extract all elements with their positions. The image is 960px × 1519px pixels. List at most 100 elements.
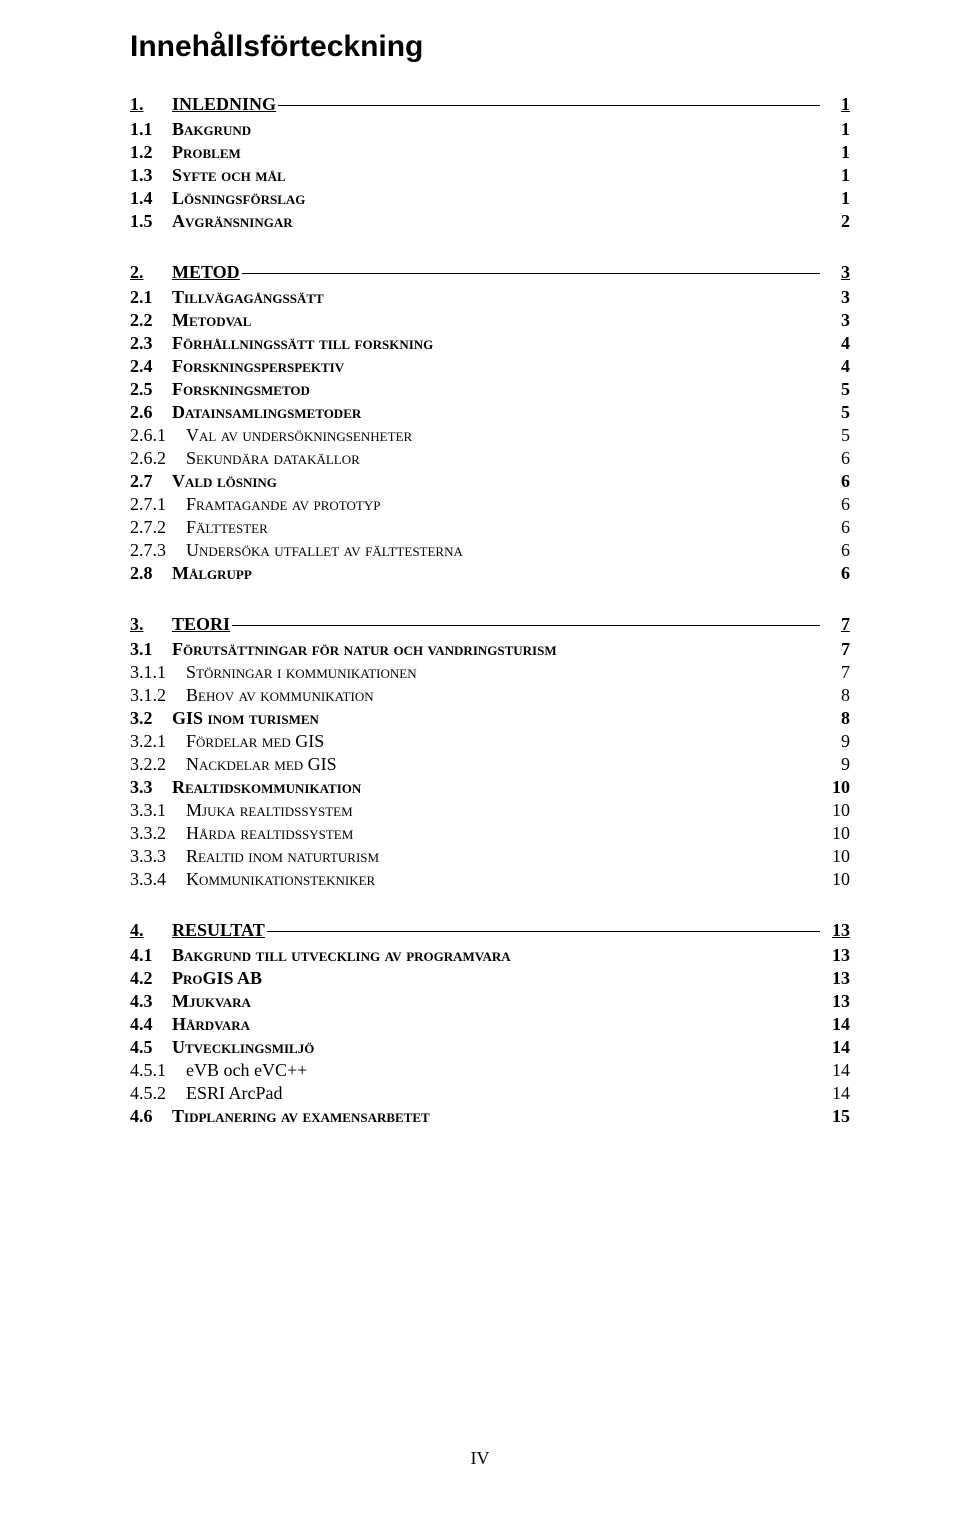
toc-entry-number: 1.5 [130, 211, 172, 232]
toc-entry-page: 10 [822, 869, 850, 890]
toc-entry-page: 8 [822, 708, 850, 729]
toc-entry-page: 10 [822, 800, 850, 821]
toc-container: 1.INLEDNING11.1Bakgrund11.2Problem11.3Sy… [130, 94, 850, 1127]
toc-entry-label: 3.TEORI [130, 614, 230, 635]
toc-entry-text: ProGIS AB [172, 968, 262, 989]
toc-entry: 4.3Mjukvara 13 [130, 991, 850, 1012]
toc-entry-number: 2.7.1 [130, 494, 186, 515]
toc-entry-number: 2.7.3 [130, 540, 186, 561]
toc-entry: 3.2.1Fördelar med GIS 9 [130, 731, 850, 752]
toc-entry: 1.3Syfte och mål1 [130, 165, 850, 186]
toc-entry: 2.7.2Fälttester6 [130, 517, 850, 538]
toc-entry-page: 10 [822, 777, 850, 798]
toc-entry-text: Realtidskommunikation [172, 777, 361, 798]
toc-entry-text: Syfte och mål [172, 165, 286, 186]
toc-entry-number: 1.4 [130, 188, 172, 209]
toc-entry-text: RESULTAT [172, 920, 265, 940]
toc-entry-page: 13 [822, 968, 850, 989]
toc-page: Innehållsförteckning 1.INLEDNING11.1Bakg… [0, 0, 960, 1519]
toc-entry-page: 9 [822, 731, 850, 752]
toc-entry-text: Nackdelar med GIS [186, 754, 337, 775]
toc-entry-number: 2.6.1 [130, 425, 186, 446]
toc-entry: 2.7Vald lösning6 [130, 471, 850, 492]
toc-entry-number: 4. [130, 920, 172, 941]
toc-entry-number: 4.1 [130, 945, 172, 966]
toc-entry: 2.METOD3 [130, 262, 850, 283]
toc-entry: 1.1Bakgrund1 [130, 119, 850, 140]
toc-entry-number: 3.2.1 [130, 731, 186, 752]
page-title: Innehållsförteckning [130, 30, 850, 64]
toc-entry: 1.5Avgränsningar2 [130, 211, 850, 232]
toc-entry-page: 9 [822, 754, 850, 775]
toc-entry-number: 2.3 [130, 333, 172, 354]
toc-entry-page: 14 [822, 1014, 850, 1035]
toc-entry-text: Bakgrund till utveckling av programvara [172, 945, 511, 966]
toc-entry-text: Fördelar med GIS [186, 731, 324, 752]
toc-entry-text: Sekundära datakällor [186, 448, 360, 469]
toc-entry-number: 3.1.1 [130, 662, 186, 683]
toc-leader-line [278, 105, 820, 106]
toc-entry: 2.3Förhållningssätt till forskning4 [130, 333, 850, 354]
toc-entry: 4.1Bakgrund till utveckling av programva… [130, 945, 850, 966]
toc-entry-text: Bakgrund [172, 119, 251, 140]
toc-entry-page: 5 [822, 425, 850, 446]
toc-entry-label: 2.METOD [130, 262, 240, 283]
toc-entry: 3.TEORI 7 [130, 614, 850, 635]
toc-entry-text: Mjuka realtidssystem [186, 800, 353, 821]
toc-entry-text: Datainsamlingsmetoder [172, 402, 361, 423]
toc-entry-page: 1 [822, 94, 850, 115]
toc-entry-page: 14 [822, 1037, 850, 1058]
toc-entry: 2.2Metodval3 [130, 310, 850, 331]
toc-entry-number: 4.6 [130, 1106, 172, 1127]
toc-entry-page: 13 [822, 991, 850, 1012]
toc-entry: 2.7.1Framtagande av prototyp 6 [130, 494, 850, 515]
toc-entry-text: Tillvägagångssätt [172, 287, 324, 308]
toc-entry: 2.7.3Undersöka utfallet av fälttesterna6 [130, 540, 850, 561]
toc-entry: 2.6.1Val av undersökningsenheter 5 [130, 425, 850, 446]
toc-entry-text: Realtid inom naturturism [186, 846, 379, 867]
toc-entry: 2.1Tillvägagångssätt3 [130, 287, 850, 308]
toc-leader-line [232, 625, 820, 626]
toc-entry-text: Vald lösning [172, 471, 277, 492]
toc-entry-number: 4.2 [130, 968, 172, 989]
toc-entry-page: 1 [822, 188, 850, 209]
toc-entry-number: 4.4 [130, 1014, 172, 1035]
toc-entry-number: 2.4 [130, 356, 172, 377]
toc-entry: 2.8Målgrupp6 [130, 563, 850, 584]
toc-entry-page: 7 [822, 639, 850, 660]
toc-entry-page: 6 [822, 517, 850, 538]
toc-entry-number: 1.2 [130, 142, 172, 163]
toc-entry-page: 6 [822, 448, 850, 469]
toc-entry: 4.RESULTAT13 [130, 920, 850, 941]
toc-entry-number: 3.2.2 [130, 754, 186, 775]
toc-entry-number: 2.5 [130, 379, 172, 400]
toc-entry-page: 5 [822, 379, 850, 400]
toc-entry-number: 3.1.2 [130, 685, 186, 706]
toc-entry-page: 6 [822, 494, 850, 515]
toc-entry-label: 4.RESULTAT [130, 920, 265, 941]
toc-entry-page: 2 [822, 211, 850, 232]
toc-entry: 3.1Förutsättningar för natur och vandrin… [130, 639, 850, 660]
toc-entry: 3.1.1Störningar i kommunikationen7 [130, 662, 850, 683]
toc-entry-page: 10 [822, 823, 850, 844]
toc-entry: 4.4Hårdvara14 [130, 1014, 850, 1035]
toc-entry-text: Problem [172, 142, 241, 163]
toc-entry: 3.2.2Nackdelar med GIS 9 [130, 754, 850, 775]
toc-entry-text: TEORI [172, 614, 230, 634]
toc-entry-text: Mjukvara [172, 991, 251, 1012]
toc-entry-number: 1.3 [130, 165, 172, 186]
toc-entry-number: 3.1 [130, 639, 172, 660]
toc-entry-text: Val av undersökningsenheter [186, 425, 412, 446]
toc-entry: 4.2ProGIS AB 13 [130, 968, 850, 989]
toc-entry-text: Framtagande av prototyp [186, 494, 380, 515]
toc-entry-number: 4.3 [130, 991, 172, 1012]
toc-entry-text: Forskningsperspektiv [172, 356, 344, 377]
toc-entry-text: Tidplanering av examensarbetet [172, 1106, 430, 1127]
toc-entry: 2.5Forskningsmetod5 [130, 379, 850, 400]
toc-entry-text: Utvecklingsmiljö [172, 1037, 314, 1058]
toc-entry: 1.4Lösningsförslag1 [130, 188, 850, 209]
toc-entry-page: 7 [822, 614, 850, 635]
toc-entry-number: 2.1 [130, 287, 172, 308]
toc-entry: 4.6Tidplanering av examensarbetet15 [130, 1106, 850, 1127]
toc-entry: 3.1.2Behov av kommunikation8 [130, 685, 850, 706]
